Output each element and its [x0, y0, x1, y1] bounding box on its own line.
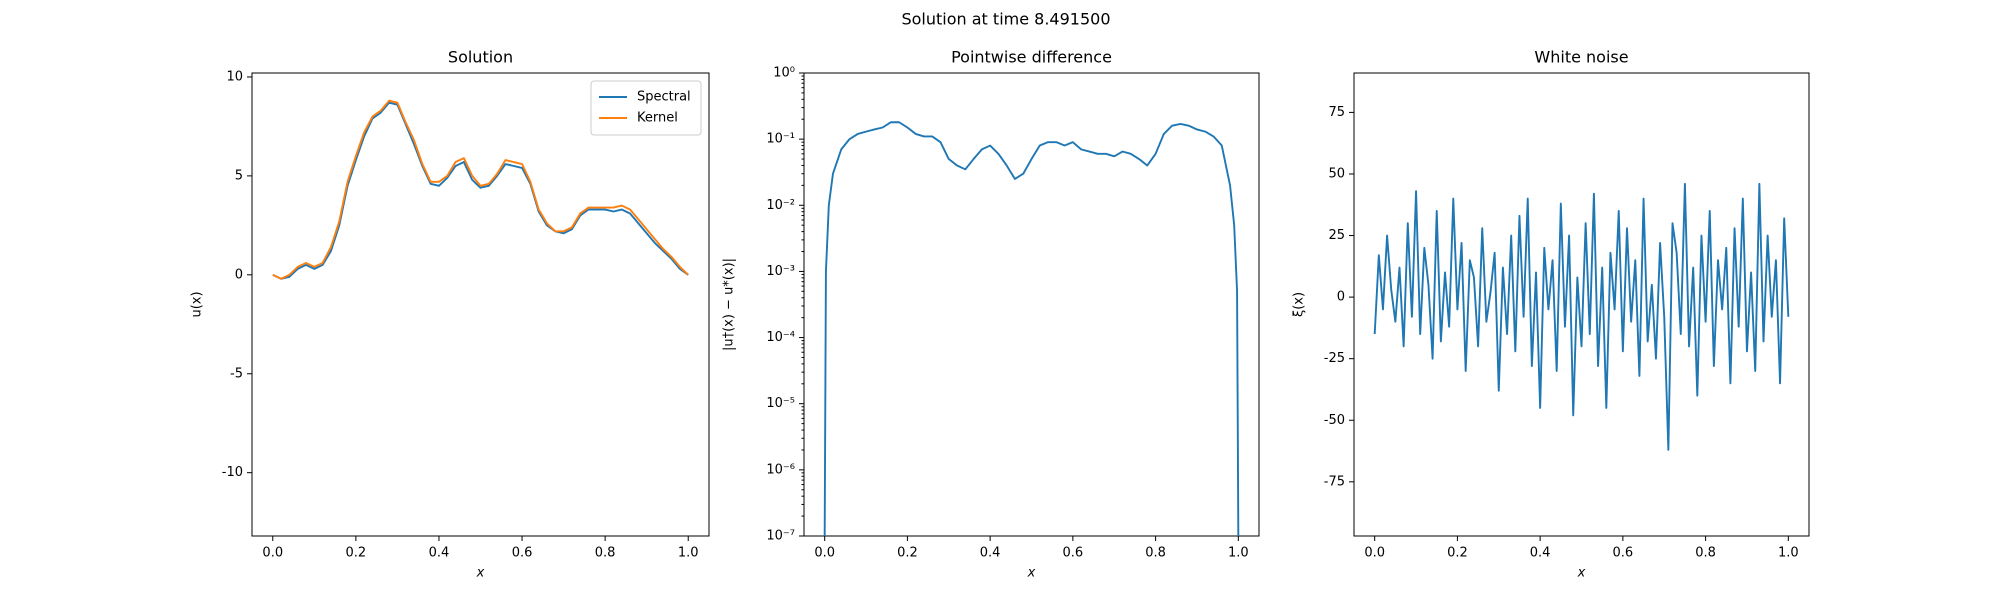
plot-area — [803, 72, 1260, 537]
x-tick-label: 0.2 — [346, 546, 367, 561]
plot-area — [1353, 72, 1810, 537]
y-tick-label: 10⁻⁶ — [766, 462, 795, 477]
x-tick-label: 0.0 — [1364, 546, 1385, 561]
x-tick-label: 0.8 — [595, 546, 616, 561]
x-tick-label: 0.4 — [429, 546, 450, 561]
subplot-title: Pointwise difference — [951, 48, 1112, 67]
y-axis-label: ξ(x) — [1292, 292, 1307, 317]
y-tick-label: 10⁻² — [766, 198, 795, 213]
legend-box — [590, 80, 702, 136]
y-tick-label: 75 — [1328, 105, 1345, 120]
y-tick-label: -50 — [1324, 413, 1345, 428]
y-axis-label: u(x) — [190, 291, 205, 317]
subplot-title: Solution — [448, 48, 513, 67]
y-tick-label: 25 — [1328, 228, 1345, 243]
legend-label: Spectral — [637, 90, 691, 105]
y-axis-label: |u†(x) − u*(x)| — [722, 258, 737, 351]
y-tick-label: 10⁻⁴ — [766, 330, 795, 345]
line-series — [1373, 182, 1790, 451]
x-tick-label: 0.0 — [262, 546, 283, 561]
x-tick-label: 0.8 — [1695, 546, 1716, 561]
y-tick-label: 10⁻⁷ — [766, 529, 795, 544]
y-tick-label: 10⁻¹ — [766, 132, 795, 147]
y-tick-label: -10 — [222, 465, 243, 480]
x-axis-label: x — [476, 566, 485, 581]
line-series — [823, 121, 1240, 537]
x-tick-label: 1.0 — [1778, 546, 1799, 561]
y-tick-label: -5 — [230, 366, 243, 381]
line-series — [272, 99, 689, 280]
x-tick-label: 0.4 — [1530, 546, 1551, 561]
y-tick-label: 10 — [226, 69, 243, 84]
y-tick-label: 10⁻³ — [766, 264, 795, 279]
y-tick-label: -75 — [1324, 474, 1345, 489]
x-tick-label: 1.0 — [678, 546, 699, 561]
plot-area — [251, 72, 710, 537]
x-axis-label: x — [1027, 566, 1036, 581]
x-tick-label: 0.6 — [512, 546, 533, 561]
subplot-title: White noise — [1534, 48, 1628, 67]
x-tick-label: 1.0 — [1228, 546, 1249, 561]
x-tick-label: 0.8 — [1145, 546, 1166, 561]
x-tick-label: 0.4 — [980, 546, 1001, 561]
x-tick-label: 0.2 — [897, 546, 918, 561]
legend-label: Kernel — [637, 111, 678, 126]
y-tick-label: 0 — [1337, 290, 1345, 305]
y-tick-label: 50 — [1328, 166, 1345, 181]
x-tick-label: 0.6 — [1613, 546, 1634, 561]
figure-title: Solution at time 8.491500 — [901, 10, 1110, 29]
x-tick-label: 0.2 — [1447, 546, 1468, 561]
x-tick-label: 0.0 — [814, 546, 835, 561]
y-tick-label: 5 — [235, 168, 243, 183]
y-tick-label: 10⁻⁵ — [766, 396, 795, 411]
y-tick-label: 10⁰ — [773, 66, 795, 81]
x-tick-label: 0.6 — [1063, 546, 1084, 561]
y-tick-label: -25 — [1324, 351, 1345, 366]
y-tick-label: 0 — [235, 267, 243, 282]
x-axis-label: x — [1577, 566, 1586, 581]
